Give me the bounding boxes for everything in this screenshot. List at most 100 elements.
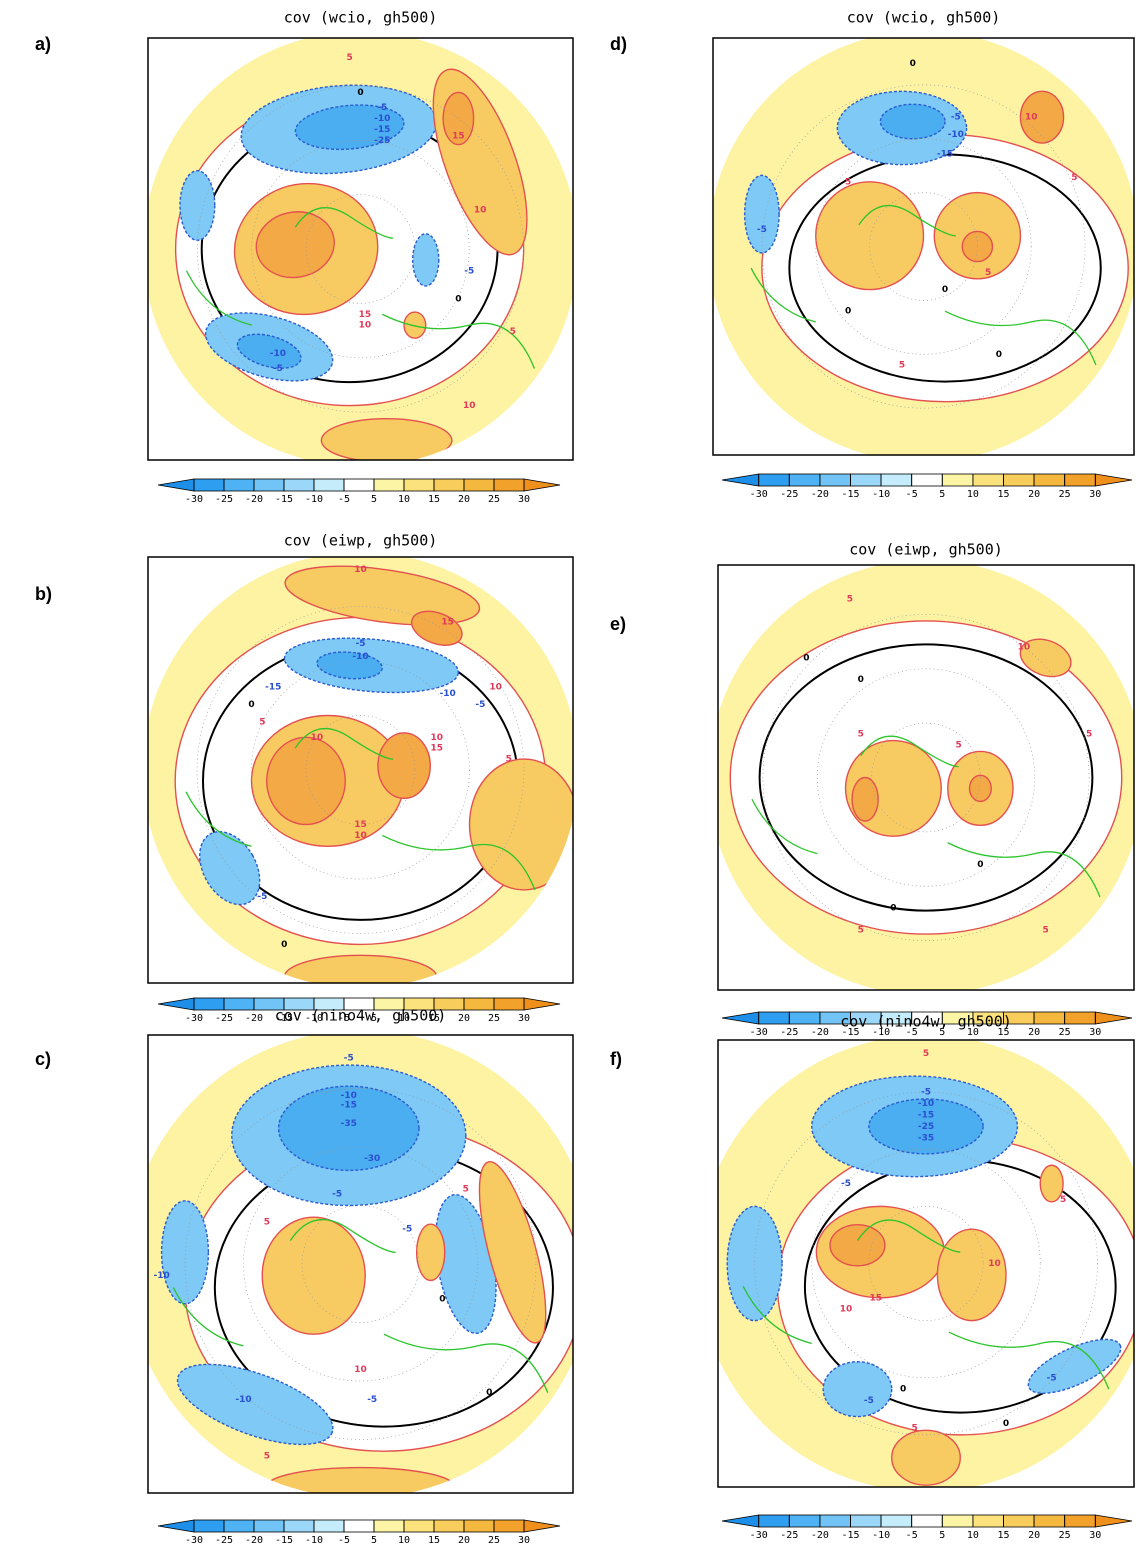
contour-label: -35 bbox=[918, 1133, 934, 1143]
colorbar-box bbox=[254, 1520, 284, 1532]
colorbar-tick-label: 30 bbox=[1089, 1530, 1101, 1541]
colorbar-box bbox=[404, 479, 434, 491]
contour-label: -5 bbox=[757, 225, 767, 235]
colorbar-box bbox=[789, 1012, 820, 1024]
colorbar-tick-label: -10 bbox=[305, 1535, 323, 1546]
contour-region bbox=[823, 1362, 892, 1417]
contour-region bbox=[830, 1225, 885, 1266]
contour-label: 5 bbox=[845, 177, 851, 187]
contour-label: 5 bbox=[858, 925, 864, 935]
colorbar-tick-label: 25 bbox=[1059, 489, 1071, 500]
panel-label: c) bbox=[35, 1049, 51, 1069]
colorbar-box bbox=[1003, 474, 1034, 486]
contour-region bbox=[892, 1430, 961, 1485]
contour-region bbox=[937, 1229, 1006, 1320]
colorbar-box bbox=[973, 474, 1004, 486]
colorbar-tick-label: -20 bbox=[811, 1530, 829, 1541]
contour-label: -5 bbox=[273, 364, 283, 374]
colorbar-tick-label: 10 bbox=[398, 1535, 410, 1546]
colorbar-arrow bbox=[1095, 474, 1132, 486]
contour-label: 5 bbox=[1071, 173, 1077, 183]
contour-region bbox=[413, 234, 439, 286]
contour-label: 15 bbox=[869, 1293, 882, 1303]
colorbar-tick-label: -20 bbox=[245, 494, 263, 505]
colorbar-arrow bbox=[524, 1520, 560, 1532]
contour-label: -15 bbox=[937, 149, 953, 159]
map-panel: c)cov (nino4w, gh500)-5-10-15-35-30-5-10… bbox=[35, 1007, 595, 1547]
colorbar-box bbox=[314, 1520, 344, 1532]
colorbar-arrow bbox=[524, 479, 560, 491]
colorbar-box bbox=[194, 479, 224, 491]
map-disc bbox=[127, 1030, 595, 1505]
contour-region bbox=[816, 182, 924, 290]
contour-region bbox=[970, 775, 992, 801]
panel-title: cov (wcio, gh500) bbox=[847, 9, 1001, 27]
colorbar-tick-label: -20 bbox=[811, 489, 829, 500]
contour-label: 0 bbox=[890, 904, 896, 914]
contour-label: -15 bbox=[374, 125, 390, 135]
contour-label: 0 bbox=[357, 88, 363, 98]
colorbar-tick-label: 10 bbox=[398, 494, 410, 505]
colorbar-arrow bbox=[1095, 1515, 1132, 1527]
contour-label: -5 bbox=[332, 1189, 342, 1199]
map-panel: b)cov (eiwp, gh500)101510-5-10-15-10-551… bbox=[35, 532, 579, 1025]
contour-region bbox=[727, 1206, 782, 1320]
colorbar-tick-label: -20 bbox=[245, 1535, 263, 1546]
contour-label: 10 bbox=[1018, 643, 1031, 653]
colorbar-arrow bbox=[524, 998, 560, 1010]
colorbar-box bbox=[494, 1520, 524, 1532]
contour-region bbox=[162, 1201, 209, 1304]
contour-label: -5 bbox=[356, 639, 366, 649]
contour-label: 0 bbox=[858, 675, 864, 685]
contour-label: 0 bbox=[455, 295, 461, 305]
colorbar-tick-label: -30 bbox=[185, 1535, 203, 1546]
map-disc bbox=[709, 560, 1136, 995]
contour-label: 5 bbox=[463, 1185, 469, 1195]
colorbar-box bbox=[194, 1520, 224, 1532]
colorbar-box bbox=[851, 1515, 882, 1527]
contour-label: 10 bbox=[840, 1305, 853, 1315]
colorbar-tick-label: -30 bbox=[185, 1013, 203, 1024]
colorbar-tick-label: -25 bbox=[780, 1027, 798, 1038]
colorbar-box bbox=[1034, 1515, 1065, 1527]
colorbar-tick-label: -25 bbox=[780, 489, 798, 500]
colorbar-tick-label: 30 bbox=[1089, 1027, 1101, 1038]
contour-label: 5 bbox=[1060, 1195, 1066, 1205]
panel-title: cov (nino4w, gh500) bbox=[840, 1013, 1012, 1031]
panel-label: f) bbox=[610, 1049, 622, 1069]
colorbar-box bbox=[314, 479, 344, 491]
contour-label: 10 bbox=[988, 1259, 1001, 1269]
colorbar-tick-label: 10 bbox=[967, 1530, 979, 1541]
contour-label: 10 bbox=[431, 733, 444, 743]
colorbar-box bbox=[1034, 474, 1065, 486]
colorbar-box bbox=[494, 479, 524, 491]
colorbar-tick-label: 15 bbox=[997, 489, 1009, 500]
colorbar-tick-label: 20 bbox=[1028, 1530, 1040, 1541]
colorbar-box bbox=[464, 479, 494, 491]
contour-region bbox=[267, 737, 345, 824]
contour-label: -35 bbox=[341, 1119, 357, 1129]
contour-label: 10 bbox=[489, 683, 502, 693]
colorbar-box bbox=[344, 479, 374, 491]
contour-label: -10 bbox=[948, 130, 964, 140]
colorbar-box bbox=[344, 1520, 374, 1532]
colorbar-tick-label: -5 bbox=[338, 494, 350, 505]
colorbar-tick-label: 5 bbox=[939, 1530, 945, 1541]
contour-label: 0 bbox=[486, 1388, 492, 1398]
contour-label: 0 bbox=[803, 653, 809, 663]
colorbar-tick-label: -25 bbox=[215, 1013, 233, 1024]
contour-label: 0 bbox=[942, 285, 948, 295]
colorbar-box bbox=[224, 479, 254, 491]
contour-label: 5 bbox=[1086, 730, 1092, 740]
contour-label: 0 bbox=[248, 700, 254, 710]
contour-label: -5 bbox=[377, 103, 387, 113]
colorbar-box bbox=[851, 474, 882, 486]
contour-label: -5 bbox=[475, 700, 485, 710]
panel-label: b) bbox=[35, 584, 52, 604]
colorbar-tick-label: 15 bbox=[428, 1535, 440, 1546]
